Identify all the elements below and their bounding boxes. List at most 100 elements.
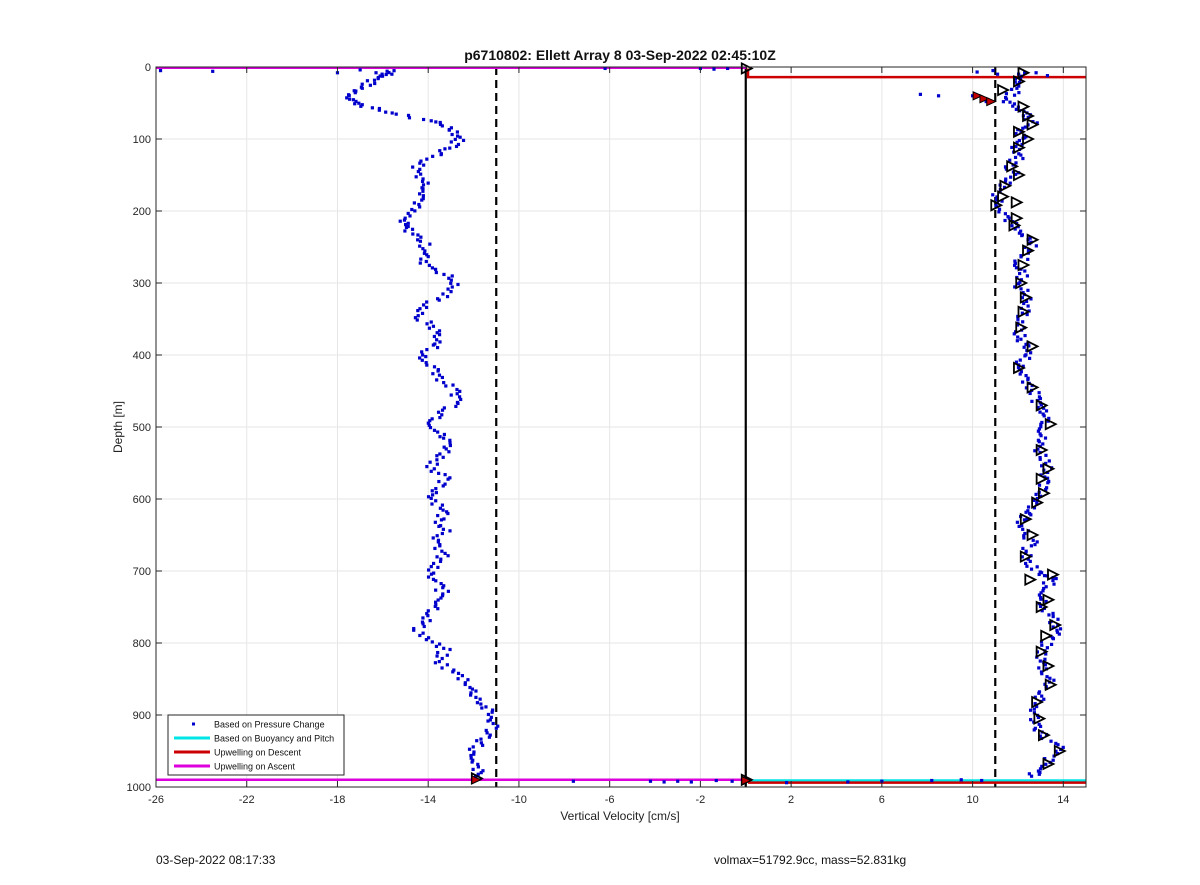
- ascent-pressure-point: [428, 425, 433, 430]
- ascent-pressure-point: [425, 300, 429, 304]
- descent-pressure-point: [1020, 555, 1024, 559]
- ascent-pressure-point: [418, 261, 422, 265]
- y-tick-label: 600: [133, 494, 151, 506]
- ascent-pressure-point: [416, 169, 420, 174]
- ascent-pressure-point: [380, 72, 384, 76]
- descent-pressure-point: [1038, 604, 1043, 609]
- ascent-pressure-point: [424, 638, 428, 642]
- triangle-marker: [1017, 258, 1031, 272]
- descent-pressure-point: [1051, 758, 1055, 762]
- ascent-pressure-point: [404, 225, 409, 230]
- ascent-pressure-point: [436, 297, 440, 301]
- y-tick-label: 100: [133, 134, 151, 146]
- ascent-surface-point: [358, 68, 362, 72]
- ascent-pressure-point: [471, 758, 475, 762]
- ascent-pressure-point: [451, 670, 455, 674]
- triangle-marker: [999, 179, 1013, 193]
- ascent-pressure-point: [448, 529, 452, 533]
- ascent-pressure-point: [450, 285, 454, 289]
- ascent-pressure-point: [457, 395, 462, 399]
- descent-pressure-point: [1035, 500, 1039, 504]
- descent-pressure-point: [1024, 374, 1028, 378]
- descent-pressure-point: [1028, 708, 1033, 712]
- descent-pressure-point: [1013, 80, 1017, 84]
- descent-pressure-point: [1047, 416, 1051, 421]
- descent-pressure-point: [1015, 520, 1019, 524]
- triangle-marker: [1022, 244, 1036, 258]
- descent-pressure-point: [1017, 231, 1022, 235]
- descent-pressure-point: [1021, 126, 1025, 130]
- descent-pressure-point: [1007, 216, 1011, 220]
- descent-surface-point: [995, 72, 1000, 76]
- ascent-pressure-point: [429, 469, 433, 473]
- descent-pressure-point: [1038, 455, 1042, 460]
- descent-pressure-point: [1045, 486, 1049, 490]
- ascent-pressure-point: [436, 369, 440, 373]
- descent-pressure-point: [1029, 718, 1033, 722]
- descent-pressure-point: [1047, 613, 1051, 617]
- descent-pressure-point: [1023, 269, 1027, 273]
- descent-pressure-point: [1018, 271, 1022, 276]
- ascent-pressure-point: [384, 72, 388, 77]
- triangle-marker: [1047, 568, 1060, 582]
- descent-pressure-point: [1029, 297, 1033, 301]
- descent-surface-point: [1045, 74, 1050, 78]
- ascent-pressure-point: [410, 227, 415, 231]
- triangle-marker: [1024, 573, 1038, 587]
- descent-pressure-point: [1021, 546, 1025, 551]
- descent-pressure-point: [1014, 266, 1019, 270]
- ascent-pressure-point: [488, 733, 492, 737]
- descent-pressure-point: [1021, 380, 1025, 384]
- red-marker: [741, 775, 752, 786]
- ascent-pressure-point: [475, 739, 479, 743]
- descent-pressure-point: [1024, 386, 1029, 390]
- ascent-pressure-point: [353, 91, 357, 95]
- descent-pressure-point: [1039, 640, 1044, 644]
- descent-pressure-point: [1055, 628, 1059, 632]
- descent-pressure-point: [1037, 572, 1041, 577]
- ascent-pressure-point: [446, 511, 450, 516]
- ascent-pressure-point: [441, 484, 445, 488]
- ascent-pressure-point: [427, 423, 431, 427]
- descent-pressure-point: [1039, 670, 1044, 674]
- descent-pressure-point: [1010, 87, 1014, 91]
- ascent-surface-point: [158, 69, 163, 73]
- ascent-pressure-point: [442, 432, 447, 437]
- ascent-pressure-point: [427, 568, 431, 572]
- ascent-pressure-point: [426, 614, 430, 618]
- descent-pressure-point: [1029, 544, 1033, 548]
- descent-pressure-point: [1036, 447, 1040, 451]
- ascent-pressure-point: [436, 598, 440, 602]
- triangle-marker: [1022, 109, 1036, 123]
- ascent-pressure-point: [365, 79, 370, 83]
- ascent-pressure-point: [479, 771, 483, 775]
- ascent-pressure-point: [412, 628, 416, 632]
- descent-pressure-point: [1019, 287, 1023, 291]
- ascent-pressure-point: [496, 724, 500, 728]
- ascent-pressure-point: [469, 753, 473, 758]
- ascent-surface-point: [211, 69, 215, 73]
- bottom-point: [676, 779, 680, 783]
- x-axis-label: Vertical Velocity [cm/s]: [560, 809, 679, 823]
- ascent-pressure-point: [368, 83, 372, 87]
- ascent-pressure-point: [432, 571, 436, 575]
- ascent-pressure-point: [428, 242, 432, 246]
- ascent-pressure-point: [438, 340, 442, 344]
- descent-pressure-point: [1038, 432, 1042, 436]
- descent-pressure-point: [1038, 457, 1042, 461]
- ascent-pressure-point: [435, 654, 439, 658]
- descent-pressure-point: [1042, 414, 1046, 418]
- ascent-pressure-point: [437, 660, 441, 664]
- descent-pressure-point: [1038, 767, 1043, 771]
- descent-pressure-point: [1019, 255, 1023, 259]
- descent-pressure-point: [1038, 410, 1042, 414]
- ascent-pressure-point: [449, 278, 453, 282]
- descent-pressure-point: [1028, 559, 1032, 564]
- ascent-pressure-point: [439, 153, 443, 157]
- triangle-marker: [1038, 728, 1051, 742]
- ascent-pressure-point: [438, 452, 442, 456]
- ascent-pressure-point: [429, 320, 433, 324]
- ascent-pressure-point: [446, 589, 450, 593]
- ascent-pressure-point: [377, 108, 381, 112]
- descent-pressure-point: [1055, 630, 1060, 634]
